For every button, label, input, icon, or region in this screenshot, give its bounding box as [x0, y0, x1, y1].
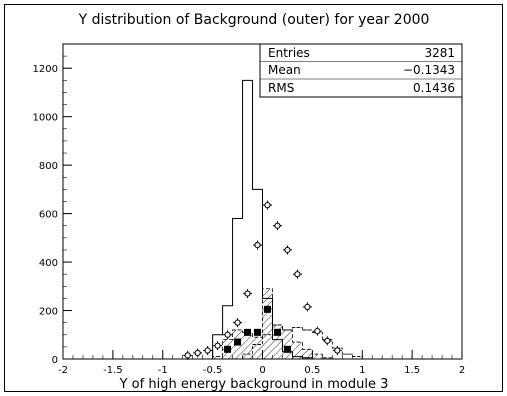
open-cross-point — [243, 289, 253, 299]
open-cross-point — [312, 326, 322, 336]
y-tick-label: 600 — [39, 210, 58, 221]
hatched-bar — [272, 325, 283, 359]
open-cross-point — [302, 302, 312, 312]
x-axis-label: Y of high energy background in module 3 — [119, 377, 389, 392]
filled-square-point — [273, 328, 281, 336]
hatched-bar — [302, 349, 313, 359]
hatched-bar — [242, 332, 253, 359]
filled-square-point — [234, 338, 242, 346]
y-tick-label: 1000 — [33, 113, 58, 124]
hatched-bar — [212, 356, 223, 359]
hatched-bar — [322, 357, 333, 359]
y-tick-label: 200 — [39, 307, 58, 318]
open-cross-point — [322, 336, 332, 346]
open-cross-point — [213, 341, 223, 351]
hatched-bar — [292, 342, 303, 359]
y-tick-label: 1200 — [33, 64, 58, 75]
open-cross-point — [233, 318, 243, 328]
hatched-bar — [282, 329, 293, 359]
stats-mean-value: −0.1343 — [403, 63, 455, 77]
open-cross-point — [183, 350, 193, 360]
open-cross-point — [272, 221, 282, 231]
markers-layer — [183, 200, 342, 360]
x-tick-label: 0.5 — [304, 365, 320, 376]
filled-square-point — [244, 328, 252, 336]
dashed-histogram-outline — [242, 324, 363, 359]
open-cross-point — [253, 240, 263, 250]
stats-box: Entries 3281 Mean −0.1343 RMS 0.1436 — [259, 43, 463, 98]
hatched-bar — [252, 337, 263, 359]
y-tick-label: 0 — [52, 355, 58, 366]
open-cross-point — [292, 269, 302, 279]
x-tick-label: 1 — [359, 365, 365, 376]
filled-square-point — [224, 345, 232, 353]
stats-rms-label: RMS — [268, 81, 294, 95]
open-cross-point — [223, 330, 233, 340]
x-tick-label: -2 — [58, 365, 68, 376]
x-tick-label: -1.5 — [103, 365, 123, 376]
y-tick-label: 800 — [39, 161, 58, 172]
hatched-bar — [262, 288, 273, 359]
x-tick-label: -1 — [158, 365, 168, 376]
stats-entries-label: Entries — [268, 46, 310, 60]
open-cross-point — [203, 346, 213, 356]
open-cross-point — [332, 346, 342, 356]
x-tick-label: 0 — [259, 365, 265, 376]
filled-square-point — [283, 345, 291, 353]
x-tick-label: 2 — [459, 365, 465, 376]
hatched-histogram-outline — [212, 288, 333, 359]
open-cross-point — [262, 200, 272, 210]
stats-rms-value: 0.1436 — [413, 81, 455, 95]
filled-square-point — [263, 305, 271, 313]
stats-mean-label: Mean — [268, 63, 301, 77]
chart-title: Y distribution of Background (outer) for… — [78, 12, 430, 28]
open-cross-point — [193, 348, 203, 358]
y-tick-label: 400 — [39, 258, 58, 269]
filled-square-point — [254, 328, 262, 336]
hatched-bar — [312, 354, 323, 359]
x-tick-label: -0.5 — [203, 365, 223, 376]
x-tick-label: 1.5 — [404, 365, 420, 376]
stats-entries-value: 3281 — [424, 46, 455, 60]
open-cross-point — [282, 245, 292, 255]
